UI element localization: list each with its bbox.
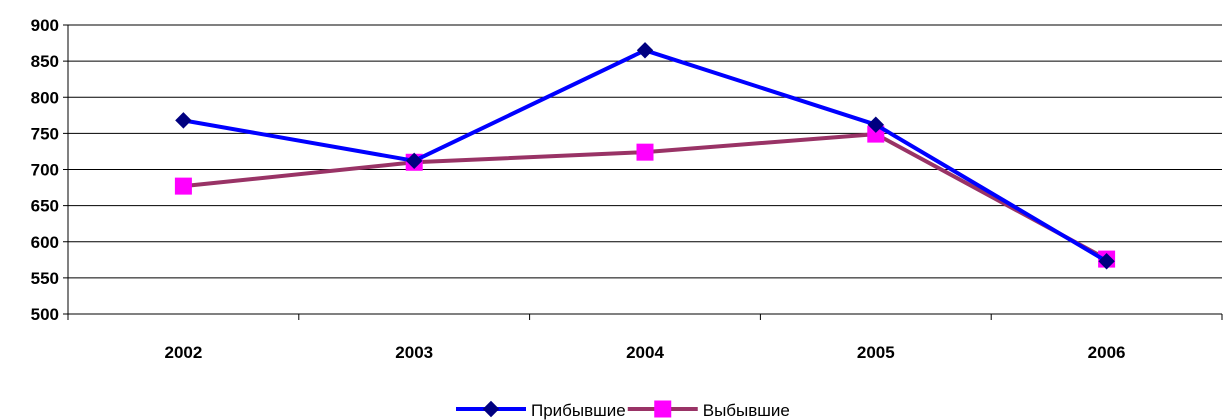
legend: Прибывшие Выбывшие — [456, 400, 790, 420]
series-1-point — [175, 112, 192, 129]
y-tick-label: 500 — [31, 305, 59, 324]
y-tick-label: 900 — [31, 16, 59, 35]
series-1-point — [867, 116, 885, 133]
y-axis: 500 550 600 650 700 750 800 850 900 — [31, 16, 69, 324]
y-tick-label: 600 — [31, 233, 59, 252]
series-1-point — [1098, 253, 1115, 270]
series-1 — [175, 42, 1115, 270]
legend-item-2: Выбывшие — [627, 400, 790, 420]
series-2 — [174, 125, 1116, 268]
series-layer — [174, 42, 1116, 270]
series-1-point — [636, 42, 654, 59]
y-tick-label: 850 — [31, 52, 59, 71]
series-2-point — [636, 143, 654, 161]
x-tick-label: 2002 — [164, 343, 202, 362]
legend-swatch-marker — [654, 400, 672, 418]
x-tick-label: 2005 — [857, 343, 895, 362]
x-tick-label: 2004 — [626, 343, 664, 362]
y-tick-label: 550 — [31, 269, 59, 288]
legend-item-1: Прибывшие — [456, 400, 626, 420]
legend-label: Выбывшие — [703, 401, 790, 420]
legend-swatch-marker — [482, 400, 500, 418]
horizontal-gridlines — [68, 24, 1222, 315]
y-tick-label: 700 — [31, 161, 59, 180]
legend-label: Прибывшие — [531, 401, 626, 420]
series-1-point — [405, 152, 423, 170]
y-tick-label: 750 — [31, 124, 59, 143]
x-tick-label: 2006 — [1088, 343, 1126, 362]
x-axis: 2002 2003 2004 2005 2006 — [67, 313, 1223, 362]
series-2-point — [174, 177, 192, 195]
y-tick-label: 800 — [31, 88, 59, 107]
x-tick-label: 2003 — [395, 343, 433, 362]
y-tick-label: 650 — [31, 197, 59, 216]
